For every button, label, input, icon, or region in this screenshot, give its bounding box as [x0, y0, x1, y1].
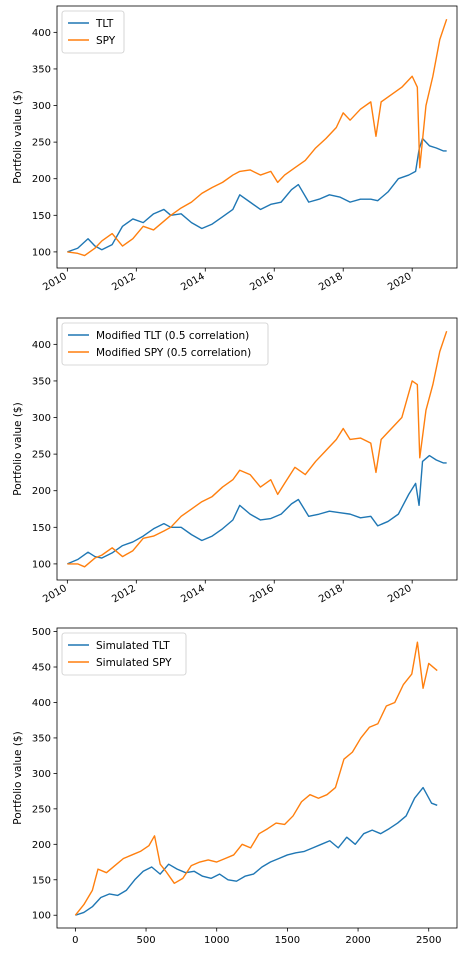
y-tick-label: 100 [32, 559, 51, 570]
y-axis-label: Portfolio value ($) [12, 402, 24, 495]
y-tick-label: 200 [32, 174, 51, 185]
plot-frame [56, 5, 458, 269]
legend: TLT SPY [61, 10, 125, 54]
x-tick-label: 2018 [317, 271, 345, 293]
y-tick-label: 350 [32, 376, 51, 387]
y-tick-label: 400 [32, 340, 51, 351]
y-tick-label: 200 [32, 486, 51, 497]
legend-box [61, 322, 269, 366]
legend-label: Simulated TLT [96, 640, 170, 652]
x-tick-label: 2020 [386, 583, 414, 605]
y-tick-label: 100 [32, 247, 51, 258]
y-tick-label: 350 [32, 64, 51, 75]
chart-panel-2: 100 150 200 250 300 350 400 2010 2012 2014 2016 201… [12, 317, 458, 605]
x-tick-label: 2010 [41, 583, 69, 605]
x-tick-label: 2016 [248, 271, 276, 293]
series-line-blue [67, 137, 447, 253]
y-tick-label: 250 [32, 804, 51, 815]
x-tick-label: 2012 [110, 583, 138, 605]
legend-label: Simulated SPY [96, 657, 172, 669]
y-tick-label: 350 [32, 733, 51, 744]
x-tick-label: 500 [136, 935, 155, 946]
y-tick-label: 100 [32, 911, 51, 922]
y-tick-label: 450 [32, 663, 51, 674]
chart-panel-3: 100 150 200 250 300 350 400 450 500 0 500 1000 1500 2… [12, 627, 458, 946]
x-tick-label: 2010 [41, 271, 69, 293]
x-tick-label: 1000 [204, 935, 229, 946]
series-line-orange [67, 18, 448, 257]
x-tick-label: 2018 [317, 583, 345, 605]
x-tick-label: 2014 [179, 271, 207, 293]
y-tick-label: 500 [32, 627, 51, 638]
x-tick-label: 2020 [386, 271, 414, 293]
legend-label: Modified TLT (0.5 correlation) [96, 330, 249, 342]
y-tick-label: 250 [32, 450, 51, 461]
x-tick-label: 2000 [345, 935, 370, 946]
series-line-blue [67, 454, 447, 565]
chart-panel-1: 100 150 200 250 300 350 400 2010 2012 2014 2016 201… [12, 5, 458, 293]
legend: Simulated TLT Simulated SPY [61, 632, 187, 676]
y-tick-label: 200 [32, 840, 51, 851]
legend: Modified TLT (0.5 correlation) Modified S… [61, 322, 269, 366]
x-tick-label: 2500 [416, 935, 441, 946]
y-axis-label: Portfolio value ($) [12, 731, 24, 824]
y-tick-label: 300 [32, 769, 51, 780]
x-tick-label: 1500 [275, 935, 300, 946]
legend-label: Modified SPY (0.5 correlation) [96, 347, 251, 359]
y-tick-label: 400 [32, 28, 51, 39]
series-line-orange [67, 330, 448, 568]
legend-label: SPY [96, 35, 116, 47]
x-tick-label: 2016 [248, 583, 276, 605]
series-line-orange [74, 641, 438, 916]
x-tick-label: 2012 [110, 271, 138, 293]
y-tick-label: 150 [32, 211, 51, 222]
y-tick-label: 300 [32, 413, 51, 424]
y-tick-label: 250 [32, 138, 51, 149]
plot-frame [56, 627, 458, 929]
x-tick-label: 0 [72, 935, 78, 946]
legend-box [61, 10, 125, 54]
plot-frame [56, 317, 458, 581]
y-tick-label: 150 [32, 523, 51, 534]
x-tick-label: 2014 [179, 583, 207, 605]
y-tick-label: 150 [32, 875, 51, 886]
y-axis-label: Portfolio value ($) [12, 90, 24, 183]
y-tick-label: 400 [32, 698, 51, 709]
series-line-blue [75, 786, 438, 916]
legend-label: TLT [95, 18, 114, 30]
legend-box [61, 632, 187, 676]
y-tick-label: 300 [32, 101, 51, 112]
